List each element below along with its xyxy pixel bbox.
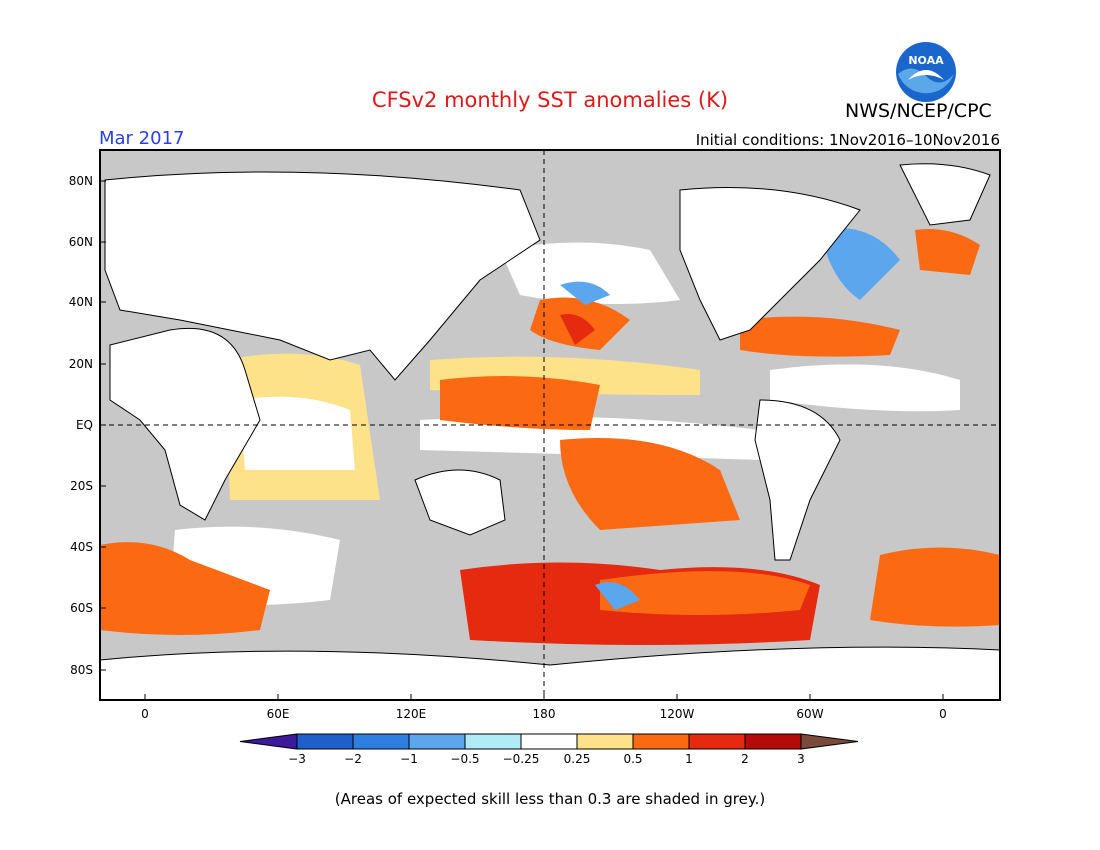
colorbar-swatch bbox=[744, 733, 802, 750]
lon-tick-label: 0 bbox=[939, 707, 947, 721]
anomaly-orange-s-pacific bbox=[560, 438, 740, 530]
lat-tick-label: 20N bbox=[69, 357, 93, 371]
anomaly-orange-s-atlantic-left bbox=[100, 542, 270, 635]
colorbar-label: 3 bbox=[797, 752, 805, 766]
anomaly-white-atlantic bbox=[770, 364, 960, 412]
colorbar-swatch bbox=[296, 733, 354, 750]
anomaly-orange-w-atlantic bbox=[740, 316, 900, 357]
colorbar-label: −1 bbox=[400, 752, 418, 766]
agency-label: NWS/NCEP/CPC bbox=[845, 100, 992, 122]
longitude-ticks: 0 60E 120E 180 120W 60W 0 bbox=[141, 694, 947, 721]
lon-tick-label: 120E bbox=[396, 707, 427, 721]
colorbar-label: −0.25 bbox=[503, 752, 540, 766]
anomaly-orange-n-atlantic-right bbox=[915, 229, 980, 275]
anomaly-orange-s-atlantic-right bbox=[870, 547, 1000, 627]
land-north-america bbox=[679, 187, 861, 341]
lat-tick-label: 60N bbox=[69, 235, 93, 249]
colorbar: −3 −2 −1 −0.5 −0.25 0.25 0.5 1 2 3 bbox=[239, 733, 859, 766]
initial-conditions-label: Initial conditions: 1Nov2016–10Nov2016 bbox=[695, 131, 1000, 149]
lon-tick-label: 0 bbox=[141, 707, 149, 721]
anomaly-layer bbox=[100, 228, 1000, 645]
colorbar-label: −3 bbox=[288, 752, 306, 766]
colorbar-swatch bbox=[464, 733, 522, 750]
land-greenland bbox=[899, 163, 991, 226]
logo-text: NOAA bbox=[908, 54, 944, 67]
anomaly-orange-w-pacific bbox=[440, 376, 600, 430]
land-antarctica bbox=[100, 646, 1000, 700]
colorbar-swatch bbox=[408, 733, 466, 750]
colorbar-label: 2 bbox=[741, 752, 749, 766]
colorbar-label: 1 bbox=[685, 752, 693, 766]
lat-tick-label: 60S bbox=[70, 601, 93, 615]
anomaly-red-n-pacific bbox=[560, 314, 595, 345]
colorbar-swatch bbox=[520, 733, 578, 750]
colorbar-label: 0.25 bbox=[564, 752, 591, 766]
lat-tick-label: 40N bbox=[69, 295, 93, 309]
colorbar-swatch bbox=[352, 733, 410, 750]
lat-tick-label: EQ bbox=[76, 418, 93, 432]
anomaly-white-indian bbox=[240, 396, 355, 470]
colorbar-swatch bbox=[688, 733, 746, 750]
land-australia bbox=[414, 469, 506, 536]
noaa-logo: NOAA bbox=[896, 42, 956, 102]
colorbar-arrow-high bbox=[800, 733, 859, 750]
valid-month-label: Mar 2017 bbox=[99, 128, 185, 149]
colorbar-label: −2 bbox=[344, 752, 362, 766]
colorbar-label: 0.5 bbox=[623, 752, 642, 766]
land-layer bbox=[100, 163, 1000, 700]
lat-tick-label: 80S bbox=[70, 663, 93, 677]
lon-tick-label: 120W bbox=[660, 707, 695, 721]
land-south-america bbox=[754, 399, 841, 561]
lon-tick-label: 180 bbox=[533, 707, 556, 721]
lat-tick-label: 80N bbox=[69, 174, 93, 188]
land-africa bbox=[109, 327, 261, 521]
map-title: CFSv2 monthly SST anomalies (K) bbox=[371, 88, 729, 112]
colorbar-label: −0.5 bbox=[450, 752, 479, 766]
anomaly-orange-southern-ocean bbox=[600, 571, 810, 615]
lon-tick-label: 60E bbox=[267, 707, 290, 721]
skill-footnote: (Areas of expected skill less than 0.3 a… bbox=[334, 790, 766, 808]
anomaly-blue-n-atlantic bbox=[820, 228, 900, 300]
colorbar-arrow-low bbox=[239, 733, 298, 750]
lon-tick-label: 60W bbox=[796, 707, 823, 721]
latitude-ticks: 80N 60N 40N 20N EQ 20S 40S 60S 80S bbox=[69, 174, 106, 677]
anomaly-blue-southern-ocean bbox=[595, 582, 640, 610]
colorbar-swatch bbox=[576, 733, 634, 750]
lat-tick-label: 20S bbox=[70, 479, 93, 493]
lat-tick-label: 40S bbox=[70, 540, 93, 554]
land-eurasia bbox=[104, 171, 541, 381]
colorbar-swatch bbox=[632, 733, 690, 750]
anomaly-white-n-pacific bbox=[500, 242, 680, 304]
anomaly-blue-n-pacific bbox=[560, 281, 610, 305]
